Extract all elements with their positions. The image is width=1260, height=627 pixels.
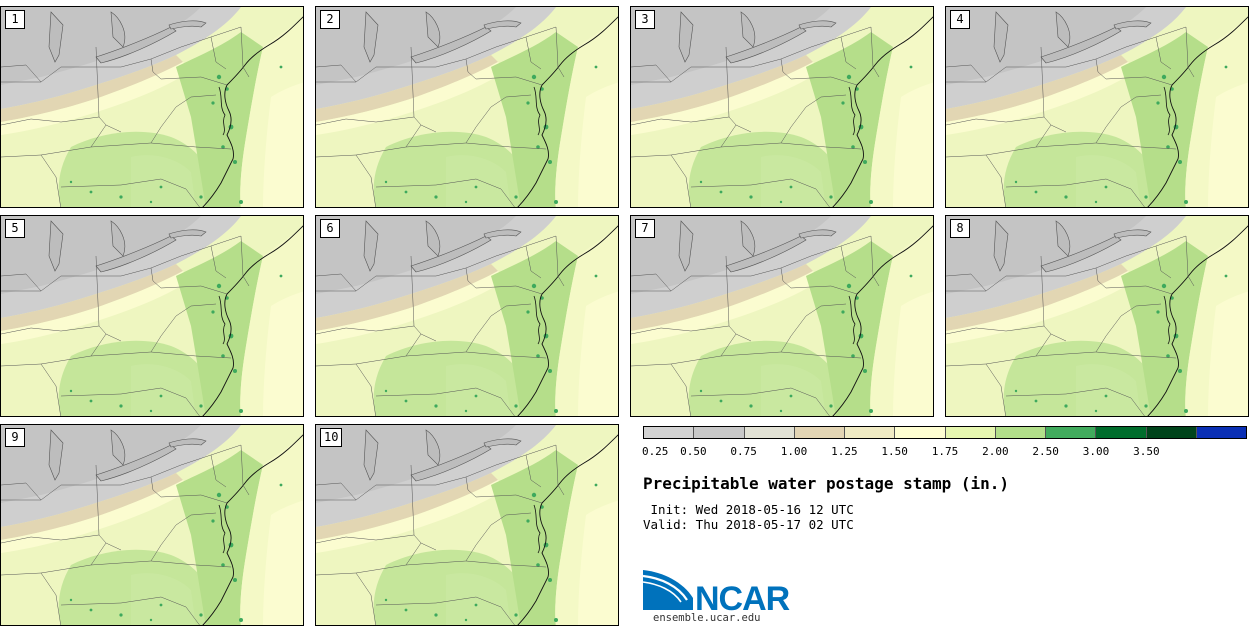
color-scale-swatch-11 [1146, 427, 1197, 438]
precipitable-water-map-10 [316, 425, 618, 625]
chart-title: Precipitable water postage stamp (in.) [643, 474, 1010, 493]
color-scale-tick: 3.00 [1082, 445, 1110, 458]
member-number-label: 10 [320, 428, 343, 447]
color-scale-swatch-9 [1046, 427, 1097, 438]
color-scale-swatch-12 [1196, 427, 1246, 438]
precipitable-water-map-2 [316, 7, 618, 207]
ensemble-member-panel-1: 1 [0, 6, 304, 208]
precipitable-water-map-1 [1, 7, 303, 207]
color-scale-swatch-7 [945, 427, 996, 438]
ensemble-member-panel-2: 2 [315, 6, 619, 208]
color-scale-swatch-8 [995, 427, 1046, 438]
color-scale-legend [643, 426, 1247, 439]
color-scale-tick: 2.50 [1032, 445, 1059, 458]
member-number-label: 5 [5, 219, 25, 238]
member-number-label: 2 [320, 10, 340, 29]
precipitable-water-map-6 [316, 216, 618, 416]
color-scale-tick: 3.50 [1133, 445, 1160, 458]
ensemble-member-panel-6: 6 [315, 215, 619, 417]
precipitable-water-map-3 [631, 7, 933, 207]
color-scale-swatch-5 [845, 427, 896, 438]
precipitable-water-map-5 [1, 216, 303, 416]
member-number-label: 9 [5, 428, 25, 447]
ensemble-member-panel-7: 7 [630, 215, 934, 417]
color-scale-tick: 1.50 [881, 445, 908, 458]
ensemble-member-panel-8: 8 [945, 215, 1249, 417]
color-scale-tick: 0.75 [730, 445, 757, 458]
member-number-label: 6 [320, 219, 340, 238]
color-scale-swatch-3 [744, 427, 795, 438]
color-scale-tick: 0.50 [680, 445, 707, 458]
valid-time-label: Valid: Thu 2018-05-17 02 UTC [643, 517, 854, 532]
precipitable-water-map-8 [946, 216, 1248, 416]
color-scale-tick: 1.00 [780, 445, 808, 458]
precipitable-water-map-4 [946, 7, 1248, 207]
color-scale-tick: 1.25 [831, 445, 858, 458]
color-scale-tick: 2.00 [982, 445, 1009, 458]
color-scale-swatch-6 [895, 427, 946, 438]
color-scale-swatch-1 [644, 427, 695, 438]
color-scale-tick-labels: 0.25 0.50 0.75 1.00 1.25 1.50 1.75 2.00 2.50 3.00… [641, 445, 1247, 459]
member-number-label: 7 [635, 219, 655, 238]
init-time-label: Init: Wed 2018-05-16 12 UTC [643, 502, 854, 517]
member-number-label: 1 [5, 10, 25, 29]
color-scale-swatch-2 [694, 427, 745, 438]
ncar-logo-text: NCAR [695, 580, 790, 613]
ensemble-member-panel-5: 5 [0, 215, 304, 417]
color-scale-swatch-10 [1096, 427, 1147, 438]
color-scale-swatch-4 [794, 427, 845, 438]
color-scale-tick: 0.25 [641, 445, 669, 458]
member-number-label: 3 [635, 10, 655, 29]
member-number-label: 8 [950, 219, 970, 238]
color-scale-tick: 1.75 [931, 445, 959, 458]
precipitable-water-map-7 [631, 216, 933, 416]
precipitable-water-map-9 [1, 425, 303, 625]
ensemble-member-panel-10: 10 [315, 424, 619, 626]
logo-url: ensemble.ucar.edu [653, 612, 761, 624]
ensemble-member-panel-4: 4 [945, 6, 1249, 208]
member-number-label: 4 [950, 10, 970, 29]
ncar-logo: NCAR [643, 570, 791, 613]
ensemble-member-panel-3: 3 [630, 6, 934, 208]
ensemble-member-panel-9: 9 [0, 424, 304, 626]
